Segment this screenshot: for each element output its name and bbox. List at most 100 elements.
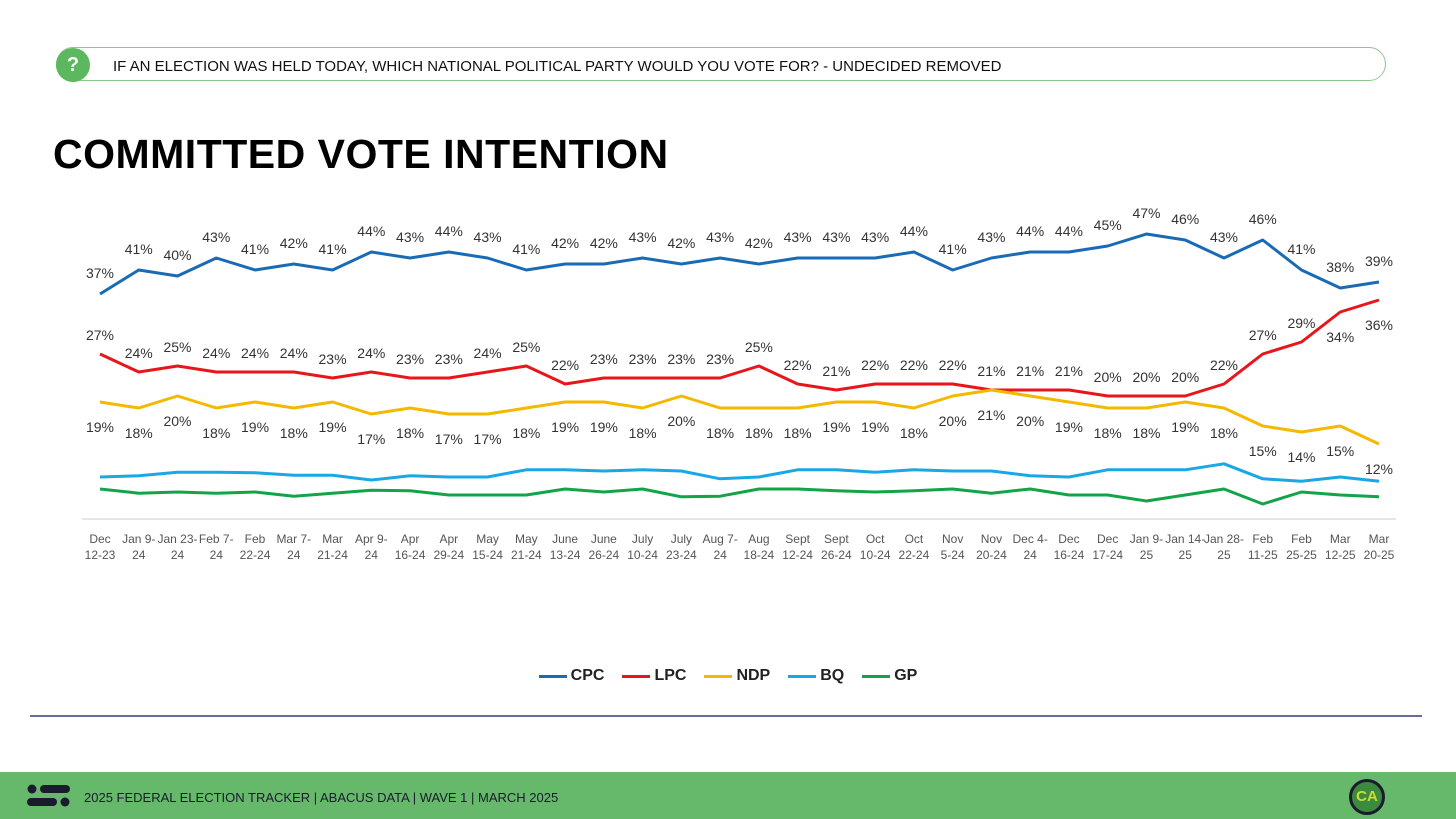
data-label-cpc: 46% bbox=[1171, 211, 1199, 227]
x-tick-label: 11-25 bbox=[1248, 548, 1278, 562]
data-label-ndp: 18% bbox=[396, 425, 424, 441]
data-label-lpc: 27% bbox=[1249, 327, 1277, 343]
x-tick-label: 20-25 bbox=[1364, 548, 1395, 562]
data-label-cpc: 47% bbox=[1132, 205, 1160, 221]
data-label-ndp: 18% bbox=[1094, 425, 1122, 441]
data-label-lpc: 21% bbox=[1016, 363, 1044, 379]
x-tick-label: 15-24 bbox=[472, 548, 503, 562]
data-label-lpc: 36% bbox=[1365, 317, 1393, 333]
data-label-ndp: 20% bbox=[667, 413, 695, 429]
x-tick-label: May bbox=[515, 532, 538, 546]
data-label-cpc: 41% bbox=[1287, 241, 1315, 257]
data-label-ndp: 19% bbox=[551, 419, 579, 435]
chart-title: COMMITTED VOTE INTENTION bbox=[53, 131, 669, 177]
data-label-ndp: 12% bbox=[1365, 461, 1393, 477]
ca-logo-text: CA bbox=[1356, 788, 1378, 805]
data-label-ndp: 20% bbox=[163, 413, 191, 429]
data-label-ndp: 17% bbox=[357, 431, 385, 447]
x-tick-label: 12-24 bbox=[782, 548, 813, 562]
data-label-cpc: 39% bbox=[1365, 253, 1393, 269]
data-label-ndp: 19% bbox=[1055, 419, 1083, 435]
x-tick-label: 25 bbox=[1140, 548, 1154, 562]
data-label-ndp: 19% bbox=[1171, 419, 1199, 435]
legend-item-cpc: CPC bbox=[538, 667, 604, 685]
series-line-bq bbox=[99, 462, 1380, 483]
data-label-lpc: 24% bbox=[280, 345, 308, 361]
x-tick-label: July bbox=[632, 532, 653, 546]
data-label-lpc: 22% bbox=[861, 357, 889, 373]
x-tick-label: 24 bbox=[365, 548, 379, 562]
x-tick-label: July bbox=[671, 532, 692, 546]
data-label-lpc: 21% bbox=[822, 363, 850, 379]
data-label-ndp: 18% bbox=[1210, 425, 1238, 441]
legend-label: GP bbox=[894, 667, 918, 684]
data-label-ndp: 19% bbox=[590, 419, 618, 435]
data-label-cpc: 46% bbox=[1249, 211, 1277, 227]
x-tick-label: Mar bbox=[322, 532, 343, 546]
data-label-cpc: 44% bbox=[1016, 223, 1044, 239]
data-label-cpc: 42% bbox=[590, 235, 618, 251]
data-label-cpc: 44% bbox=[357, 223, 385, 239]
ca-logo: CA bbox=[1349, 779, 1385, 815]
data-label-lpc: 20% bbox=[1132, 369, 1160, 385]
abacus-logo-icon bbox=[27, 784, 70, 807]
data-label-lpc: 23% bbox=[629, 351, 657, 367]
x-tick-label: Apr bbox=[401, 532, 420, 546]
data-label-lpc: 20% bbox=[1171, 369, 1199, 385]
x-tick-label: Oct bbox=[905, 532, 924, 546]
data-label-ndp: 18% bbox=[202, 425, 230, 441]
x-tick-label: Feb bbox=[245, 532, 266, 546]
data-label-cpc: 45% bbox=[1094, 217, 1122, 233]
x-tick-label: Jan 23- bbox=[157, 532, 197, 546]
data-label-cpc: 42% bbox=[280, 235, 308, 251]
data-label-lpc: 34% bbox=[1326, 329, 1354, 345]
x-tick-label: Jan 14- bbox=[1165, 532, 1205, 546]
x-tick-label: Mar 7- bbox=[276, 532, 311, 546]
legend-swatch bbox=[862, 674, 891, 678]
legend-item-gp: GP bbox=[862, 667, 917, 685]
data-label-ndp: 15% bbox=[1249, 443, 1277, 459]
x-tick-label: 25 bbox=[1179, 548, 1193, 562]
data-label-cpc: 42% bbox=[551, 235, 579, 251]
data-label-lpc: 20% bbox=[1094, 369, 1122, 385]
data-label-lpc: 22% bbox=[1210, 357, 1238, 373]
x-tick-label: 23-24 bbox=[666, 548, 697, 562]
x-tick-label: Feb 7- bbox=[199, 532, 234, 546]
data-label-cpc: 43% bbox=[977, 229, 1005, 245]
data-label-ndp: 21% bbox=[977, 407, 1005, 423]
legend-label: NDP bbox=[736, 667, 771, 684]
x-tick-label: 24 bbox=[171, 548, 185, 562]
data-label-ndp: 18% bbox=[900, 425, 928, 441]
data-label-ndp: 17% bbox=[474, 431, 502, 447]
data-label-ndp: 17% bbox=[435, 431, 463, 447]
data-label-ndp: 19% bbox=[319, 419, 347, 435]
legend-swatch bbox=[622, 674, 651, 678]
data-label-ndp: 19% bbox=[86, 419, 114, 435]
series-line-gp bbox=[99, 487, 1380, 506]
data-label-lpc: 25% bbox=[512, 339, 540, 355]
data-label-ndp: 15% bbox=[1326, 443, 1354, 459]
x-tick-label: Dec bbox=[1058, 532, 1079, 546]
data-label-lpc: 27% bbox=[86, 327, 114, 343]
data-label-lpc: 22% bbox=[900, 357, 928, 373]
data-label-ndp: 20% bbox=[939, 413, 967, 429]
data-label-cpc: 43% bbox=[474, 229, 502, 245]
x-tick-label: Dec bbox=[89, 532, 110, 546]
x-tick-label: 16-24 bbox=[395, 548, 426, 562]
x-tick-label: Jan 28- bbox=[1204, 532, 1244, 546]
x-tick-label: 10-24 bbox=[860, 548, 891, 562]
series-line-lpc bbox=[99, 298, 1380, 398]
data-label-cpc: 37% bbox=[86, 265, 114, 281]
data-label-ndp: 18% bbox=[512, 425, 540, 441]
data-label-ndp: 19% bbox=[822, 419, 850, 435]
data-label-cpc: 43% bbox=[861, 229, 889, 245]
data-label-ndp: 18% bbox=[125, 425, 153, 441]
x-tick-label: 13-24 bbox=[550, 548, 581, 562]
x-tick-label: 20-24 bbox=[976, 548, 1007, 562]
x-tick-label: May bbox=[476, 532, 499, 546]
x-tick-label: 22-24 bbox=[899, 548, 930, 562]
x-tick-label: 21-24 bbox=[511, 548, 542, 562]
x-tick-label: June bbox=[591, 532, 617, 546]
data-label-lpc: 24% bbox=[202, 345, 230, 361]
